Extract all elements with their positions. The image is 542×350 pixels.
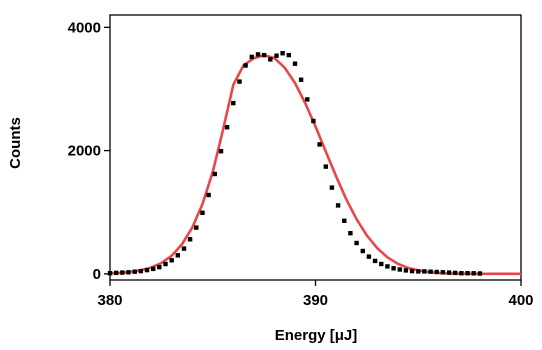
fit-curve-layer	[109, 53, 521, 276]
x-tick-label: 390	[303, 292, 328, 309]
data-point	[224, 125, 230, 130]
data-point	[397, 267, 402, 272]
data-point	[311, 118, 316, 124]
data-point	[317, 142, 322, 147]
data-point	[237, 79, 242, 84]
data-point	[206, 192, 211, 198]
data-point	[126, 270, 131, 275]
data-point	[459, 271, 464, 276]
y-tick-label: 0	[93, 266, 101, 283]
plot-frame	[109, 14, 522, 281]
plot-area	[109, 14, 522, 281]
data-point	[428, 269, 433, 274]
data-point	[218, 149, 224, 154]
data-point	[114, 270, 119, 276]
data-point	[138, 268, 143, 274]
data-point	[335, 203, 341, 208]
data-point	[200, 210, 205, 215]
data-point	[434, 269, 439, 275]
data-point	[329, 185, 335, 190]
data-point	[372, 258, 378, 264]
x-tick-label: 400	[508, 292, 533, 309]
data-point	[323, 164, 328, 169]
data-point	[409, 268, 415, 274]
data-point	[366, 254, 372, 259]
y-tick-label: 4000	[68, 19, 101, 36]
data-point	[453, 270, 458, 276]
data-point	[255, 52, 261, 57]
data-point	[187, 237, 193, 242]
data-point	[440, 270, 446, 275]
data-point	[157, 264, 162, 270]
data-point	[422, 269, 427, 274]
data-point	[385, 264, 390, 269]
data-point	[169, 258, 174, 263]
y-axis-title: Counts	[7, 117, 24, 169]
data-point	[243, 63, 248, 68]
x-axis-title: Energy [μJ]	[275, 327, 358, 344]
data-point	[212, 171, 217, 177]
data-point	[175, 253, 180, 258]
data-point	[305, 97, 310, 102]
y-tick-label: 2000	[68, 143, 101, 160]
data-point	[231, 100, 236, 106]
data-point	[274, 53, 279, 58]
fit-curve	[109, 53, 521, 276]
data-point	[391, 266, 396, 271]
data-point	[280, 51, 285, 56]
data-point	[403, 268, 409, 273]
data-point	[416, 269, 421, 274]
data-point	[298, 77, 304, 82]
data-points-layer	[107, 51, 483, 276]
data-point	[379, 261, 384, 267]
data-point	[465, 271, 470, 276]
data-point	[292, 61, 298, 66]
data-point	[477, 271, 483, 276]
data-point	[249, 54, 254, 60]
data-point	[261, 52, 267, 58]
data-point	[471, 271, 476, 276]
data-point	[132, 269, 137, 274]
data-point	[194, 225, 199, 230]
data-point	[348, 231, 353, 236]
data-point	[151, 266, 156, 272]
data-point	[354, 240, 359, 246]
data-point	[342, 218, 347, 223]
data-point	[446, 270, 452, 275]
data-point	[144, 267, 150, 273]
data-point	[286, 52, 291, 58]
data-point	[360, 248, 365, 254]
data-point	[120, 270, 125, 275]
data-point	[268, 57, 273, 62]
x-tick-label: 380	[97, 292, 122, 309]
data-point	[163, 261, 168, 267]
data-point	[181, 246, 187, 251]
